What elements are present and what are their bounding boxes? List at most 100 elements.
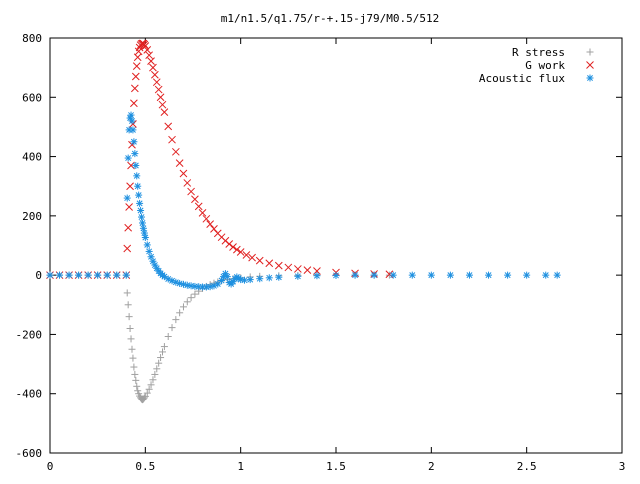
data-point [553, 271, 561, 279]
data-point [198, 209, 207, 217]
data-point [160, 273, 168, 281]
data-point [446, 271, 454, 279]
data-point [130, 363, 138, 371]
data-point [179, 303, 187, 311]
data-point [236, 248, 245, 256]
data-point [175, 159, 184, 167]
data-point [143, 389, 151, 397]
data-point [145, 247, 153, 255]
data-point [131, 370, 139, 378]
data-point [135, 191, 143, 199]
y-tick-label: 200 [22, 210, 42, 223]
data-point [129, 120, 137, 128]
y-tick-label: 800 [22, 32, 42, 45]
data-point [542, 271, 550, 279]
series-1 [46, 271, 393, 404]
data-point [145, 385, 153, 393]
y-tick-label: 400 [22, 151, 42, 164]
data-point [229, 243, 237, 251]
data-point [153, 365, 161, 373]
data-point [154, 85, 163, 94]
data-point [225, 240, 234, 248]
data-point [128, 345, 136, 353]
data-point [164, 333, 172, 341]
data-point [126, 182, 134, 191]
data-point [194, 202, 203, 211]
data-point [140, 229, 148, 237]
y-tick-label: -200 [16, 328, 43, 341]
legend-marker [586, 61, 594, 69]
data-point [160, 108, 169, 116]
data-point [143, 241, 151, 249]
data-point [313, 272, 321, 280]
data-point [156, 93, 165, 102]
data-point [332, 271, 340, 279]
data-point [75, 271, 83, 279]
data-point [130, 84, 139, 93]
data-point [523, 271, 531, 279]
series-2 [46, 39, 394, 279]
data-point [223, 273, 231, 281]
data-point [485, 271, 493, 279]
data-point [202, 214, 211, 223]
data-point [183, 298, 191, 306]
data-point [124, 301, 132, 309]
y-tick-label: 600 [22, 91, 42, 104]
data-point [242, 251, 251, 259]
data-point [265, 274, 273, 282]
data-point [408, 271, 416, 279]
data-point [187, 187, 195, 196]
data-point [122, 271, 130, 279]
data-point [171, 147, 180, 156]
data-point [256, 275, 264, 283]
legend-marker [586, 74, 594, 82]
data-point [56, 271, 64, 279]
chart-title: m1/n1.5/q1.75/r-+.15-j79/M0.5/512 [221, 12, 440, 25]
data-point [158, 348, 166, 356]
legend-label: G work [525, 59, 565, 72]
data-point [294, 265, 302, 273]
data-point [131, 150, 139, 158]
x-tick-label: 0.5 [135, 460, 155, 473]
data-point [172, 316, 180, 324]
legend-label: R stress [512, 46, 565, 59]
data-point [370, 271, 378, 279]
x-tick-label: 0 [47, 460, 54, 473]
data-point [168, 135, 176, 144]
data-point [127, 335, 135, 343]
data-point [138, 219, 146, 227]
data-point [130, 99, 138, 108]
data-point [134, 182, 142, 190]
data-point [149, 376, 157, 384]
data-point [65, 271, 73, 279]
data-point [129, 354, 137, 362]
data-point [125, 313, 133, 321]
data-point [303, 266, 312, 274]
data-point [275, 273, 283, 281]
data-point [46, 271, 54, 279]
data-point [427, 271, 435, 279]
y-tick-label: 0 [35, 269, 42, 282]
data-point [136, 199, 144, 207]
x-tick-label: 2.5 [517, 460, 537, 473]
x-tick-label: 1.5 [326, 460, 346, 473]
data-point [84, 271, 92, 279]
data-point [155, 359, 163, 367]
data-point [147, 57, 155, 65]
data-point [139, 224, 147, 232]
data-point [191, 290, 199, 298]
data-point [137, 207, 145, 215]
data-point [240, 276, 248, 284]
data-point [284, 263, 293, 272]
data-point [140, 394, 148, 402]
data-point [113, 271, 121, 279]
data-point [123, 244, 132, 253]
data-point [176, 309, 184, 317]
data-point [134, 387, 142, 395]
data-point [164, 122, 173, 131]
data-point [351, 271, 359, 279]
data-point [160, 343, 168, 351]
data-point [183, 179, 192, 187]
y-tick-label: -400 [16, 388, 43, 401]
